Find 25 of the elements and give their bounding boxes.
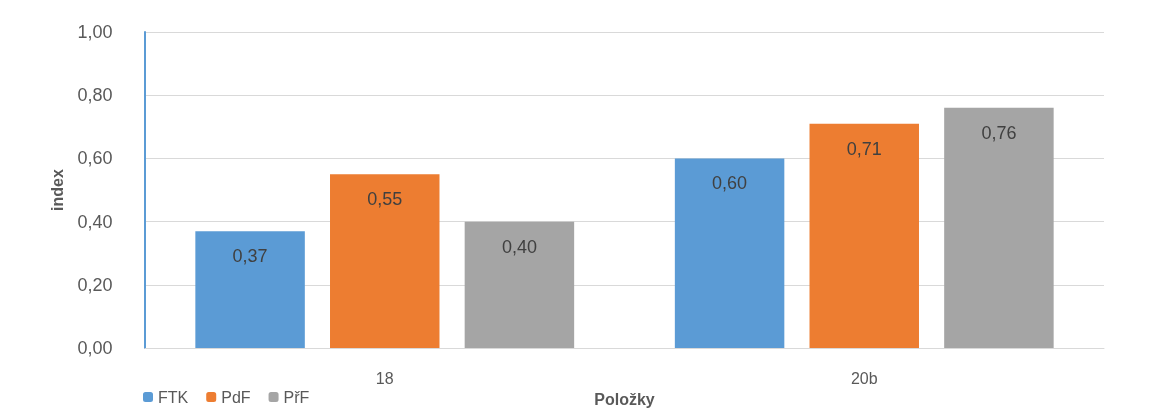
data-label: 0,40 <box>501 236 537 257</box>
bar <box>809 123 919 349</box>
x-tick-label: 18 <box>375 369 394 387</box>
bar <box>674 158 785 349</box>
x-axis-title: Položky <box>594 390 655 408</box>
y-axis-title: index <box>48 169 66 211</box>
data-label: 0,71 <box>846 138 882 159</box>
bar <box>464 221 575 349</box>
bar <box>195 231 305 349</box>
y-tick-label: 0,60 <box>77 148 113 169</box>
y-tick-label: 0,20 <box>77 274 113 295</box>
legend-label: PdF <box>221 388 251 406</box>
y-tick-label: 0,40 <box>77 211 113 232</box>
x-tick-label: 20b <box>850 369 878 387</box>
data-label: 0,60 <box>712 173 748 194</box>
bar <box>944 107 1054 349</box>
y-tick-label: 0,00 <box>77 338 113 359</box>
legend-label: FTK <box>158 388 189 406</box>
bar <box>330 174 440 349</box>
legend-label: PřF <box>283 388 310 406</box>
y-tick-label: 1,00 <box>77 22 113 42</box>
y-tick-label: 0,80 <box>77 85 113 106</box>
data-label: 0,55 <box>367 189 403 210</box>
data-label: 0,76 <box>981 122 1017 143</box>
data-label: 0,37 <box>232 246 268 267</box>
